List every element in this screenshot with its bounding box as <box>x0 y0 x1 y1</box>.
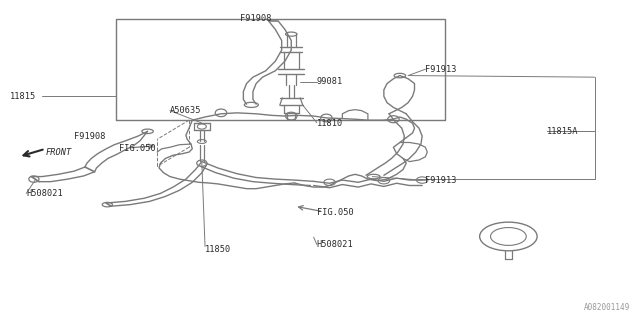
Text: H508021: H508021 <box>317 240 353 249</box>
Text: 11815A: 11815A <box>547 127 578 136</box>
Text: A50635: A50635 <box>170 106 202 115</box>
Text: H508021: H508021 <box>26 189 63 198</box>
Text: 11810: 11810 <box>317 119 343 128</box>
Text: FIG.050: FIG.050 <box>119 144 156 153</box>
Text: FIG.050: FIG.050 <box>317 208 353 217</box>
Text: F91908: F91908 <box>240 14 271 23</box>
Text: 99081: 99081 <box>317 77 343 86</box>
Text: 11850: 11850 <box>205 245 231 254</box>
Text: A082001149: A082001149 <box>584 303 630 312</box>
Text: F91913: F91913 <box>426 176 457 185</box>
Text: F91913: F91913 <box>426 65 457 74</box>
Text: 11815: 11815 <box>10 92 36 101</box>
Text: FRONT: FRONT <box>45 148 72 156</box>
Text: F91908: F91908 <box>74 132 106 140</box>
